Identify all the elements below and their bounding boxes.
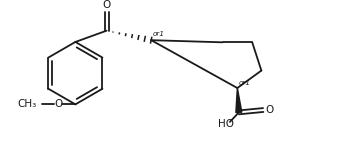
Text: CH₃: CH₃ xyxy=(17,99,37,109)
Text: O: O xyxy=(265,105,273,115)
Text: HO: HO xyxy=(218,119,234,129)
Text: O: O xyxy=(102,0,111,10)
Text: or1: or1 xyxy=(239,80,251,86)
Polygon shape xyxy=(236,88,242,113)
Text: O: O xyxy=(54,99,62,109)
Text: or1: or1 xyxy=(153,31,165,37)
